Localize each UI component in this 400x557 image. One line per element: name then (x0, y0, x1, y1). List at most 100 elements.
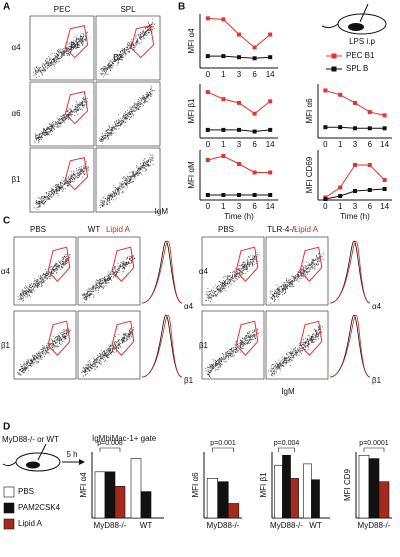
x-tick-label: 3 (237, 140, 242, 149)
y-axis-label: MFI α6 (305, 98, 314, 124)
x-tick-label: MyD88-/- (94, 521, 127, 530)
point (268, 99, 273, 104)
flow-dots (99, 85, 155, 144)
x-tick-label: 6 (368, 140, 373, 149)
point (353, 100, 357, 105)
legend-label: Lipid A (18, 519, 43, 528)
x-tick-label: MyD88-/- (207, 521, 240, 530)
x-tick-label: MyD88-/- (270, 521, 303, 530)
flow-dots (17, 328, 71, 376)
flow-plot-frame (29, 81, 95, 147)
point (221, 193, 226, 197)
bar (274, 464, 283, 519)
x-tick-label: 3 (353, 140, 358, 149)
point (367, 188, 372, 192)
legend-label: SPL B (346, 64, 368, 73)
column-title: SPL (120, 5, 136, 14)
bar (217, 481, 229, 519)
x-axis-label: Time (h) (224, 212, 254, 221)
legend-swatch (3, 502, 15, 514)
bar (290, 478, 299, 519)
y-axis-label: MFI β1 (187, 98, 196, 124)
flow-dots (17, 253, 71, 302)
flow-dots (33, 31, 88, 78)
gate-label: B1 (70, 41, 80, 50)
histogram (141, 240, 183, 304)
p-value: p=0.004 (274, 440, 300, 447)
mouse-icon (321, 3, 387, 35)
point (353, 163, 357, 167)
histogram-axis-label: α4 (184, 302, 194, 311)
flow-gate (235, 246, 259, 282)
point (237, 100, 241, 105)
flow-dots (267, 325, 323, 377)
x-tick-label: 14 (380, 202, 389, 211)
legend-label: PAM2CSK4 (18, 503, 61, 512)
bar (94, 471, 106, 519)
point (205, 54, 210, 59)
bar (140, 491, 152, 519)
bar (104, 471, 116, 519)
point (268, 193, 273, 197)
point (338, 185, 343, 190)
y-axis-label: MFI α4 (187, 28, 196, 54)
row-label: α6 (11, 109, 21, 118)
histogram (329, 314, 371, 378)
x-tick-label: 3 (353, 202, 358, 211)
x-tick-label: 0 (206, 70, 211, 79)
y-axis-label: MFI αM (187, 161, 196, 189)
p-value: p=0.008 (97, 440, 123, 447)
point (252, 193, 257, 197)
point (221, 54, 226, 59)
flow-plot-frame (29, 15, 95, 81)
histogram-axis-label: β1 (372, 376, 382, 385)
condition-label: Lipid A (294, 225, 319, 234)
panel-label: D (3, 422, 10, 433)
flow-dots (205, 327, 260, 378)
bar (311, 479, 320, 519)
time-label: 5 h (66, 450, 77, 459)
point (268, 55, 273, 60)
x-tick-label: 0 (206, 140, 211, 149)
bar (227, 503, 240, 519)
histogram (329, 240, 371, 304)
x-tick-label: 14 (266, 202, 275, 211)
x-tick-label: 14 (266, 70, 275, 79)
x-tick-label: 6 (252, 140, 257, 149)
significance-bracket (212, 447, 234, 452)
point (205, 90, 210, 95)
row-label: α4 (1, 267, 11, 276)
inset-label: LPS i.p (349, 37, 375, 46)
x-tick-label: 0 (323, 202, 328, 211)
point (338, 194, 343, 198)
x-tick-label: 1 (221, 70, 226, 79)
panel-label: B (178, 2, 185, 13)
histogram (329, 240, 371, 304)
x-tick-label: MyD88-/- (358, 521, 391, 530)
point (252, 129, 257, 134)
point (353, 189, 357, 193)
flow-gate (299, 320, 323, 356)
histogram (141, 240, 183, 304)
flow-gate (111, 246, 135, 282)
y-axis-label: MFI CD9 (343, 468, 352, 501)
point (252, 170, 257, 175)
flow-plot-frame (13, 310, 77, 380)
significance-bracket (278, 447, 295, 452)
point (221, 127, 226, 132)
flow-dots (99, 154, 154, 208)
flow-gate (130, 24, 155, 59)
point (252, 111, 257, 116)
x-tick-label: 3 (237, 202, 242, 211)
point (382, 178, 387, 182)
y-axis-label: MFI β1 (259, 472, 268, 498)
flow-dots (205, 251, 260, 302)
legend-marker (331, 66, 337, 72)
point (237, 127, 241, 132)
flow-dots (270, 253, 324, 304)
point (367, 110, 372, 115)
legend-swatch (3, 518, 15, 530)
flow-dots (99, 18, 155, 78)
inset-label: MyD88-/- or WT (2, 435, 59, 444)
